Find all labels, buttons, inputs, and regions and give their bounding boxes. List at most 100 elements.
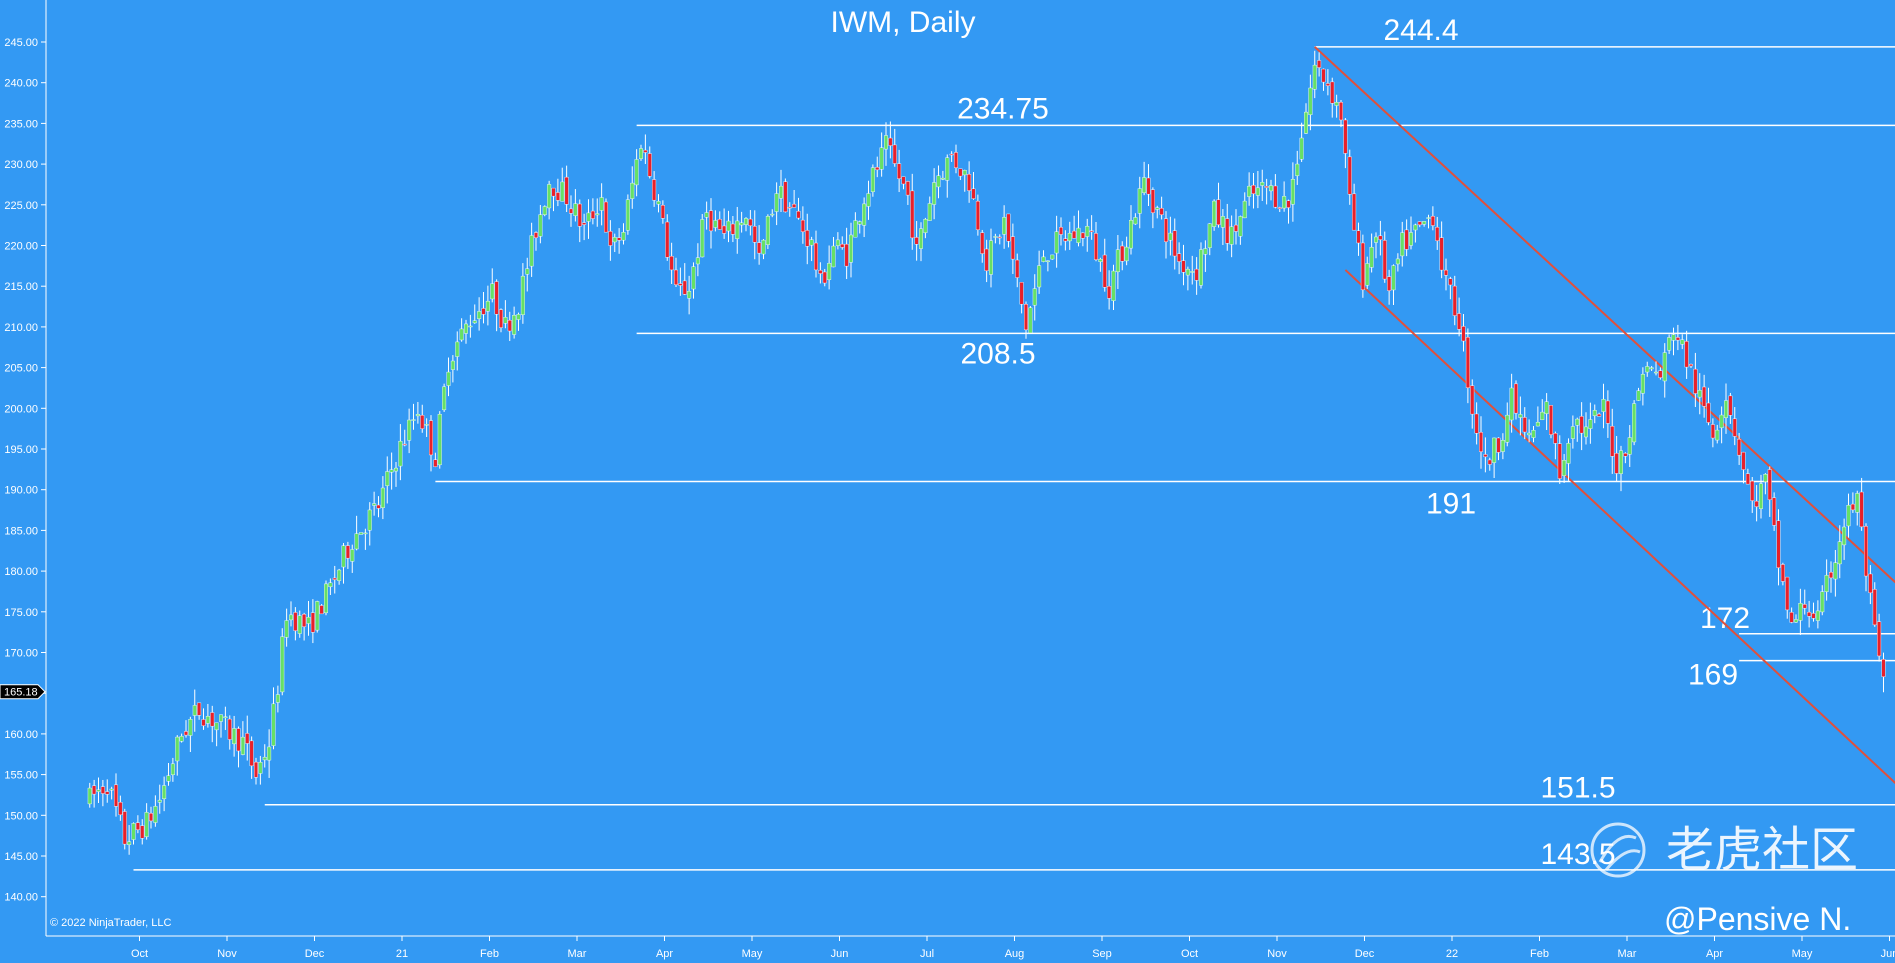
candle-up: [1334, 102, 1339, 106]
candle-down: [1776, 520, 1781, 568]
candle-down: [1457, 313, 1462, 330]
x-tick-label: Apr: [656, 948, 673, 960]
candle-up: [1308, 87, 1313, 115]
candle-down: [1325, 83, 1330, 86]
candle-down: [844, 243, 849, 267]
candle-up: [367, 509, 372, 531]
candle-down: [1382, 240, 1387, 280]
candle-up: [446, 371, 451, 386]
candle-down: [1807, 611, 1812, 617]
candle-down: [643, 149, 648, 153]
candle-down: [1019, 282, 1024, 305]
candle-up: [341, 545, 346, 568]
candle-up: [1002, 217, 1007, 235]
candle-up: [1645, 366, 1650, 373]
candle-down: [1089, 230, 1094, 233]
candle-down: [1557, 443, 1562, 479]
copyright-text: © 2022 NinjaTrader, LLC: [50, 917, 171, 929]
candle-down: [1163, 218, 1168, 242]
candle-up: [520, 275, 525, 315]
candle-up: [853, 220, 858, 238]
candle-down: [958, 168, 963, 177]
candle-down: [1159, 208, 1164, 215]
candle-down: [1881, 659, 1886, 677]
candle-down: [1072, 230, 1077, 239]
candle-up: [127, 841, 132, 845]
candle-up: [144, 812, 149, 837]
candle-down: [875, 167, 880, 171]
candle-down: [555, 192, 560, 201]
candle-down: [293, 612, 298, 631]
candle-up: [398, 440, 403, 467]
candle-up: [1566, 443, 1571, 464]
candle-down: [1150, 189, 1155, 213]
candle-up: [744, 218, 749, 225]
level-label: 169: [1688, 659, 1738, 692]
candle-up: [630, 182, 635, 199]
candle-down: [905, 181, 910, 196]
watermark-community: 老虎社区: [1666, 824, 1858, 877]
x-tick-label: Jul: [920, 948, 934, 960]
candle-down: [1317, 60, 1322, 68]
candle-down: [302, 614, 307, 627]
candle-up: [284, 620, 289, 638]
candle-down: [910, 190, 915, 239]
candle-down: [1710, 424, 1715, 439]
candle-up: [866, 193, 871, 207]
candle-up: [1667, 337, 1672, 351]
x-tick-label: 21: [396, 948, 408, 960]
candle-down: [420, 415, 425, 429]
y-tick-label: 220.00: [4, 241, 38, 253]
x-tick-label: Aug: [1005, 948, 1025, 960]
candle-down: [1430, 216, 1435, 226]
candle-down: [105, 791, 110, 795]
candles: [87, 50, 1886, 855]
candle-down: [140, 825, 145, 839]
candle-up: [1395, 258, 1400, 265]
candle-up: [188, 719, 193, 736]
current-price-label: 165.18: [4, 687, 38, 699]
level-label: 244.4: [1383, 14, 1458, 47]
candle-up: [240, 736, 245, 755]
candle-up: [459, 328, 464, 341]
candle-up: [1115, 249, 1120, 273]
candle-up: [1413, 224, 1418, 231]
y-tick-label: 195.00: [4, 444, 38, 456]
candle-up: [157, 799, 162, 803]
candle-down: [814, 242, 819, 271]
candle-down: [1693, 368, 1698, 394]
candle-down: [1496, 437, 1501, 453]
candle-up: [599, 197, 604, 211]
y-tick-label: 225.00: [4, 200, 38, 212]
candle-up: [297, 615, 302, 634]
candle-down: [1010, 236, 1015, 260]
candle-up: [1111, 270, 1116, 301]
x-tick-label: Feb: [1530, 948, 1549, 960]
candle-up: [1299, 137, 1304, 160]
candle-up: [538, 214, 543, 237]
candle-down: [1872, 589, 1877, 626]
candle-up: [621, 232, 626, 241]
candle-up: [1697, 390, 1702, 398]
candle-down: [1522, 417, 1527, 433]
candle-up: [1592, 410, 1597, 416]
candle-down: [674, 269, 679, 285]
candle-up: [831, 245, 836, 268]
candle-down: [997, 236, 1002, 239]
y-tick-label: 240.00: [4, 78, 38, 90]
candle-up: [1653, 371, 1658, 374]
candle-down: [984, 248, 989, 272]
candle-down: [652, 179, 657, 201]
candle-up: [354, 533, 359, 550]
candle-up: [1369, 246, 1374, 268]
candle-up: [1531, 430, 1536, 438]
y-tick-label: 175.00: [4, 607, 38, 619]
candle-down: [1058, 227, 1063, 235]
candle-down: [1015, 259, 1020, 278]
candle-down: [197, 702, 202, 716]
candle-down: [429, 420, 434, 456]
y-tick-label: 200.00: [4, 403, 38, 415]
candle-down: [92, 785, 97, 795]
candle-down: [1579, 416, 1584, 434]
candle-up: [923, 219, 928, 233]
